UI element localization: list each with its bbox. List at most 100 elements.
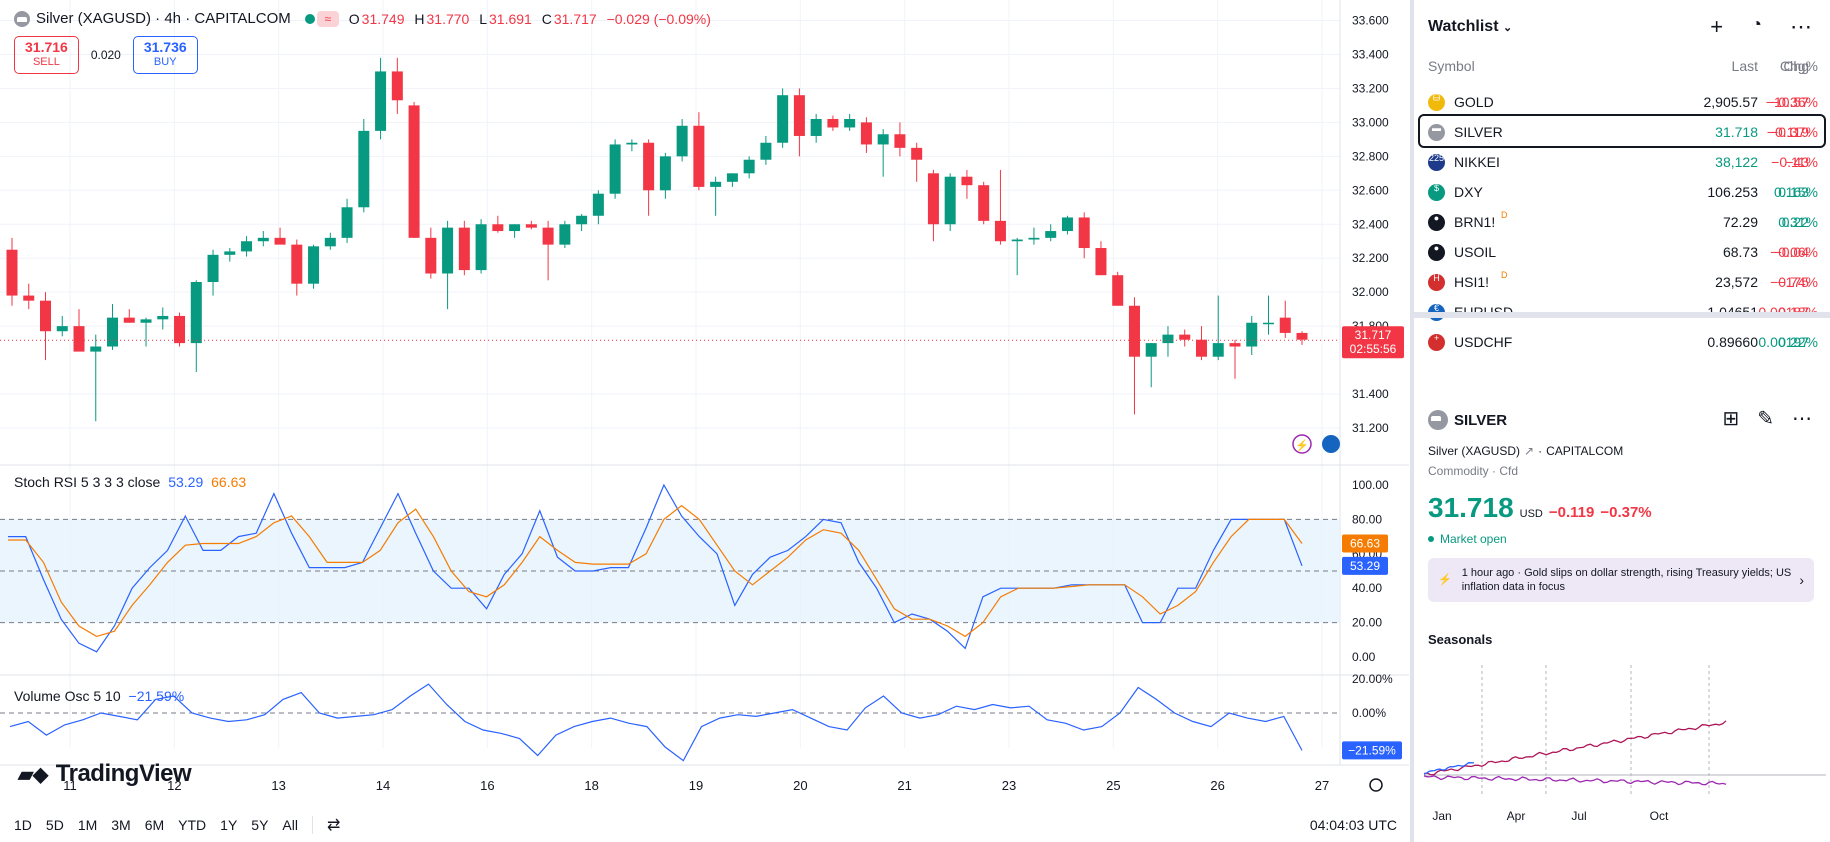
col-symbol[interactable]: Symbol <box>1428 58 1475 74</box>
chart-background <box>0 0 1409 842</box>
seasonals-title[interactable]: Seasonals <box>1428 632 1493 647</box>
news-text: Gold slips on dollar strength, rising Tr… <box>1461 567 1792 593</box>
news-card[interactable]: ⚡ 1 hour ago · Gold slips on dollar stre… <box>1428 558 1814 602</box>
buy-button[interactable]: 31.736 BUY <box>132 36 198 74</box>
watchlist-row-gold[interactable]: ⛁ GOLD 2,905.57 −10.57 −0.36% <box>1414 86 1830 116</box>
watchlist-row-usdchf[interactable]: + USDCHF 0.89660 0.00197 0.22% <box>1414 326 1830 356</box>
range-6m[interactable]: 6M <box>144 817 165 833</box>
seasonals-chart[interactable]: Jan Apr Jul Oct <box>1414 655 1830 835</box>
stoch-rsi-label[interactable]: Stoch RSI 5 3 3 3 close <box>14 474 161 490</box>
price-tick-label: 31.200 <box>1352 421 1389 435</box>
stoch-d-value: 66.63 <box>211 474 247 490</box>
stoch-tick-label: 0.00 <box>1352 650 1376 664</box>
candle-body <box>123 317 135 323</box>
detail-change: −0.119 <box>1548 504 1595 521</box>
buy-label: BUY <box>153 56 177 68</box>
chevron-right-icon: › <box>1799 572 1804 588</box>
candle-body <box>676 125 688 157</box>
col-chgp[interactable]: Chg% <box>1779 58 1818 74</box>
row-last: 0.89660 <box>1707 334 1758 350</box>
sell-button[interactable]: 31.716 SELL <box>14 36 79 74</box>
row-last: 72.29 <box>1722 214 1758 230</box>
time-tick-label: 26 <box>1210 778 1224 793</box>
range-ytd[interactable]: YTD <box>178 817 207 833</box>
nikkei-225-icon <box>1428 154 1445 171</box>
news-time: 1 hour ago <box>1461 567 1515 579</box>
dollar-icon <box>1428 184 1445 201</box>
candle-body <box>559 224 571 245</box>
advanced-view-icon[interactable]: ◔ <box>1751 14 1762 34</box>
delayed-badge: D <box>1501 210 1508 220</box>
range-3m[interactable]: 3M <box>111 817 131 833</box>
seasonals-month-label: Apr <box>1507 809 1526 823</box>
pill-icon[interactable]: ≈ <box>316 10 339 27</box>
ohlc-values: O 31.749 H 31.770 L 31.691 C 31.717 −0.029 (… <box>343 11 711 27</box>
row-chgp: 0.15% <box>1778 184 1818 200</box>
watchlist-title[interactable]: Watchlist ⌄ <box>1428 18 1513 35</box>
volume-osc-label[interactable]: Volume Osc 5 10 <box>14 688 121 704</box>
date-range-icon[interactable]: ⇄ <box>326 817 341 834</box>
row-chg: 0.163 <box>1773 184 1809 200</box>
detail-change-pct: −0.37% <box>1600 504 1652 521</box>
volume-osc-badge <box>1342 741 1402 760</box>
range-1m[interactable]: 1M <box>77 817 98 833</box>
range-separator <box>311 816 313 834</box>
row-last: 2,905.57 <box>1703 94 1759 110</box>
row-symbol: USDCHF <box>1454 334 1513 350</box>
time-tick-label: 14 <box>376 778 390 793</box>
row-icon-glyph: ● <box>1433 243 1440 253</box>
time-tick-label: 16 <box>480 778 494 793</box>
watchlist-row-eurusd[interactable]: €EURUSD1.04651−0.00187−0.18% <box>1414 296 1830 326</box>
price-tick-label: 33.200 <box>1352 81 1389 95</box>
grid-icon[interactable]: ⊞ <box>1722 408 1740 430</box>
candle-body <box>1061 217 1073 232</box>
tradingview-logo[interactable]: ▰◆ TradingView <box>18 760 192 788</box>
range-1d[interactable]: 1D <box>14 817 32 833</box>
detail-exchange[interactable]: CAPITALCOM <box>1546 444 1624 458</box>
detail-symbol[interactable]: SILVER <box>1454 411 1508 429</box>
row-icon-glyph: ● <box>1433 213 1440 223</box>
more-options-icon[interactable]: ⋯ <box>1792 408 1812 430</box>
add-symbol-icon[interactable]: + <box>1710 14 1724 39</box>
candle-body <box>609 144 621 194</box>
candle-body <box>643 142 655 191</box>
external-link-icon[interactable]: ↗ <box>1524 444 1535 458</box>
watchlist-row-usoil[interactable]: ● USOIL 68.73 −0.04 −0.06% <box>1414 236 1830 266</box>
candle-body <box>1095 248 1107 276</box>
row-chgp: −0.74% <box>1770 274 1818 290</box>
range-5d[interactable]: 5D <box>45 817 64 833</box>
volume-osc-line <box>9 683 1303 762</box>
watchlist-row-brn1[interactable]: ● BRN1! D 72.29 0.22 0.31% <box>1414 206 1830 236</box>
utc-clock[interactable]: 04:04:03 UTC <box>1309 817 1397 833</box>
more-options-icon[interactable]: ⋯ <box>1790 14 1812 39</box>
candle-body <box>107 317 119 347</box>
range-5y[interactable]: 5Y <box>251 817 269 833</box>
candle-body <box>1296 332 1308 340</box>
row-chgp: −0.37% <box>1770 124 1818 140</box>
symbol-title[interactable]: Silver (XAGUSD) · 4h · CAPITALCOM <box>36 10 291 27</box>
stoch-k-badge <box>1342 556 1388 575</box>
watchlist-row-silver[interactable]: ▬ SILVER 31.718 −0.119 −0.37% <box>1418 114 1826 148</box>
watchlist-row-nikkei[interactable]: 225 NIKKEI 38,122 −43 −0.11% <box>1414 146 1830 176</box>
seasonals-line-prior-year <box>1423 720 1727 776</box>
watchlist-row-hsi1[interactable]: H HSI1! D 23,572 −175 −0.74% <box>1414 266 1830 296</box>
row-chg: −43 <box>1785 154 1809 170</box>
time-tick-label: 11 <box>63 778 77 793</box>
edit-icon[interactable]: ✎ <box>1757 408 1774 430</box>
candle-body <box>542 227 554 245</box>
col-chg[interactable]: Chg <box>1783 58 1809 74</box>
col-last[interactable]: Last <box>1731 58 1758 74</box>
row-chg: −0.04 <box>1773 244 1809 260</box>
time-tick-label: 20 <box>793 778 807 793</box>
range-all[interactable]: All <box>282 817 298 833</box>
watchlist-row-dxy[interactable]: $ DXY 106.253 0.163 0.15% <box>1414 176 1830 206</box>
detail-full-name[interactable]: Silver (XAGUSD) <box>1428 444 1521 458</box>
candle-body <box>391 71 403 101</box>
close-label: C <box>541 10 552 27</box>
range-1y[interactable]: 1Y <box>220 817 238 833</box>
price-tick-label: 32.200 <box>1352 251 1389 265</box>
candle-body <box>23 295 35 301</box>
price-tick-label: 33.600 <box>1352 13 1389 27</box>
chart-canvas[interactable]: 33.600 33.400 33.200 33.000 32.800 32.600 32.4… <box>0 0 1409 842</box>
time-tick-label: 19 <box>689 778 703 793</box>
